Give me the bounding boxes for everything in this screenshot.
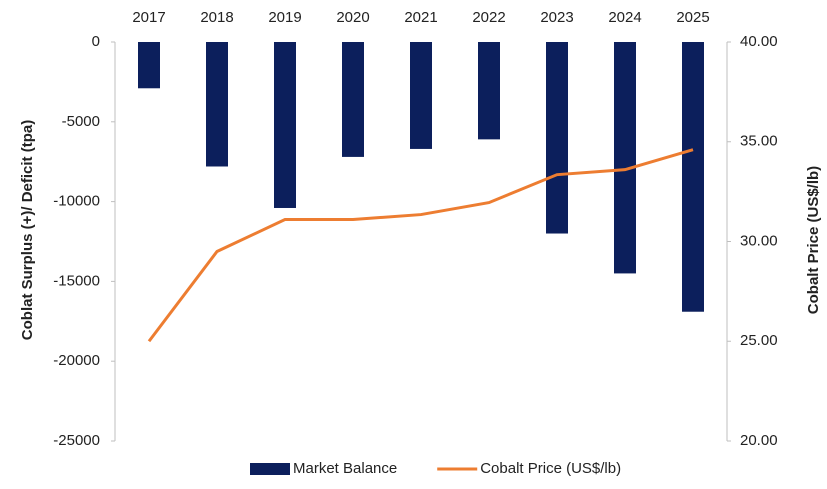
x-tick-label: 2025 [676,9,709,26]
bar [478,42,500,140]
legend-label: Cobalt Price (US$/lb) [480,460,621,477]
y-tick-label: -20000 [53,352,100,369]
x-tick-label: 2017 [132,9,165,26]
x-tick-label: 2018 [200,9,233,26]
bar [206,42,228,167]
bar [614,42,636,274]
bar [682,42,704,312]
bar [342,42,364,157]
x-tick-label: 2019 [268,9,301,26]
y2-tick-label: 30.00 [740,232,778,249]
x-tick-label: 2022 [472,9,505,26]
y2-tick-label: 20.00 [740,432,778,449]
y2-axis-title: Cobalt Price (US$/lb) [805,166,822,314]
y-tick-label: 0 [92,33,100,50]
bar [410,42,432,149]
y-tick-label: -10000 [53,193,100,210]
x-tick-label: 2020 [336,9,369,26]
y-tick-label: -25000 [53,432,100,449]
bar [138,42,160,89]
y-tick-label: -15000 [53,272,100,289]
y2-tick-label: 40.00 [740,33,778,50]
y2-tick-label: 25.00 [740,332,778,349]
y-tick-label: -5000 [62,113,100,130]
x-tick-label: 2024 [608,9,641,26]
legend-label: Market Balance [293,460,397,477]
y-axis-title: Coblat Surplus (+)/ Deficit (tpa) [19,120,36,340]
legend-swatch [250,463,290,475]
x-tick-label: 2023 [540,9,573,26]
bar [274,42,296,208]
x-tick-label: 2021 [404,9,437,26]
bar [546,42,568,234]
y2-tick-label: 35.00 [740,133,778,150]
price-line [147,148,694,343]
